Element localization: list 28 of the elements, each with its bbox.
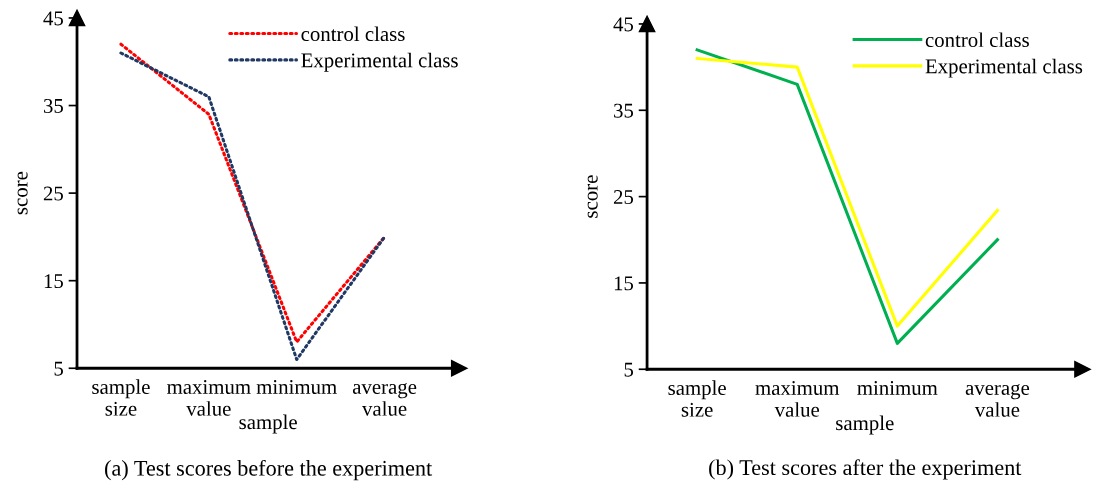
y-tick-label: 35	[43, 98, 63, 113]
x-tick-label: minimum	[256, 380, 337, 395]
legend-label: control class	[301, 26, 405, 42]
y-axis-title: score	[17, 171, 28, 215]
y-tick-label: 5	[624, 362, 634, 377]
x-tick-label: minimum	[857, 381, 938, 396]
legend-label: Experimental class	[925, 58, 1083, 78]
x-tick-label: maximum value	[167, 380, 251, 416]
y-axis-title: score	[587, 175, 598, 218]
text: (a) Test scores before the experiment	[105, 459, 433, 481]
y-tick-label: 45	[613, 17, 634, 32]
x-tick-label: sample size	[92, 379, 150, 416]
y-tick-label: 45	[43, 11, 63, 26]
y-tick-label: 35	[614, 103, 634, 118]
y-tick-label: 25	[43, 186, 63, 201]
text: (b) Test scores after the experiment	[709, 459, 1022, 480]
x-axis-title: sample	[239, 414, 297, 434]
x-axis-title: sample	[836, 415, 894, 435]
x-tick-label: average value	[965, 384, 1030, 417]
y-tick-label: 5	[54, 361, 63, 376]
y-tick-label: 15	[614, 276, 634, 291]
legend-label: control class	[925, 32, 1029, 48]
x-tick-label: average value	[352, 383, 417, 416]
legend-label: Experimental class	[301, 52, 458, 72]
x-tick-label: sample size	[668, 380, 726, 417]
x-tick-label: maximum value	[755, 381, 840, 417]
y-tick-label: 25	[613, 190, 634, 205]
y-tick-label: 15	[44, 274, 63, 289]
